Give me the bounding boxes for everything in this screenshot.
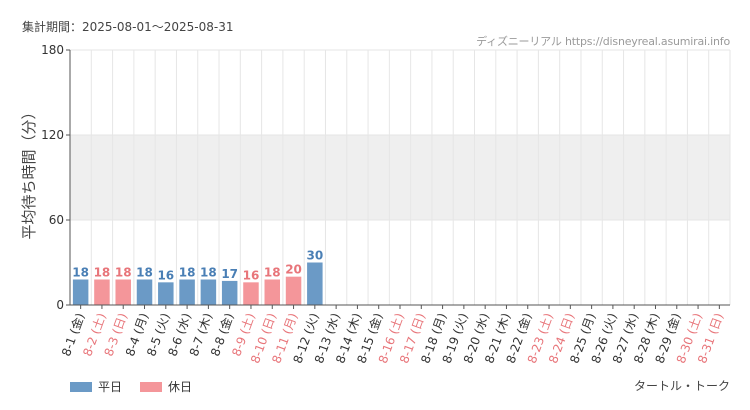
bar-value-label: 16 (157, 268, 174, 282)
legend-label-weekday: 平日 (98, 380, 123, 394)
bar (115, 279, 131, 305)
bar (72, 279, 89, 305)
bar (285, 276, 302, 305)
bar-value-label: 18 (72, 266, 89, 280)
bar-value-label: 18 (179, 266, 196, 280)
bar (307, 262, 323, 305)
shaded-band (70, 135, 730, 220)
bar-value-label: 18 (136, 266, 153, 280)
y-tick-label: 0 (56, 298, 64, 312)
bar-value-label: 16 (243, 268, 260, 282)
bar (200, 279, 217, 305)
bar (179, 279, 195, 305)
bar-value-label: 18 (200, 266, 217, 280)
legend-item-weekday[interactable]: 平日 (70, 378, 122, 395)
bar (136, 279, 153, 305)
legend-item-holiday[interactable]: 休日 (140, 378, 192, 395)
y-axis-label: 平均待ち時間（分） (20, 104, 38, 239)
bar-value-label: 30 (306, 249, 323, 263)
bar-value-label: 17 (221, 267, 238, 281)
aggregation-period: 集計期間：2025-08-01〜2025-08-31 (22, 20, 234, 34)
legend-swatch-holiday (140, 381, 163, 392)
bar-value-label: 20 (285, 263, 302, 277)
legend: 平日 休日 (70, 378, 192, 395)
bar (221, 280, 238, 305)
bar-value-label: 18 (115, 266, 132, 280)
legend-swatch-weekday (70, 381, 92, 392)
bar (243, 282, 259, 305)
y-tick-label: 60 (49, 213, 64, 227)
attraction-name: タートル・トーク (633, 379, 730, 393)
y-tick-label: 180 (41, 43, 64, 57)
bar-value-label: 18 (264, 266, 281, 280)
source-credit: ディズニーリアル https://disneyreal.asumirai.inf… (476, 35, 730, 48)
bar (158, 282, 174, 305)
bar (264, 279, 281, 305)
legend-label-holiday: 休日 (168, 380, 193, 394)
bar-value-label: 18 (94, 266, 111, 280)
bar (94, 279, 110, 305)
y-tick-label: 120 (41, 128, 64, 142)
